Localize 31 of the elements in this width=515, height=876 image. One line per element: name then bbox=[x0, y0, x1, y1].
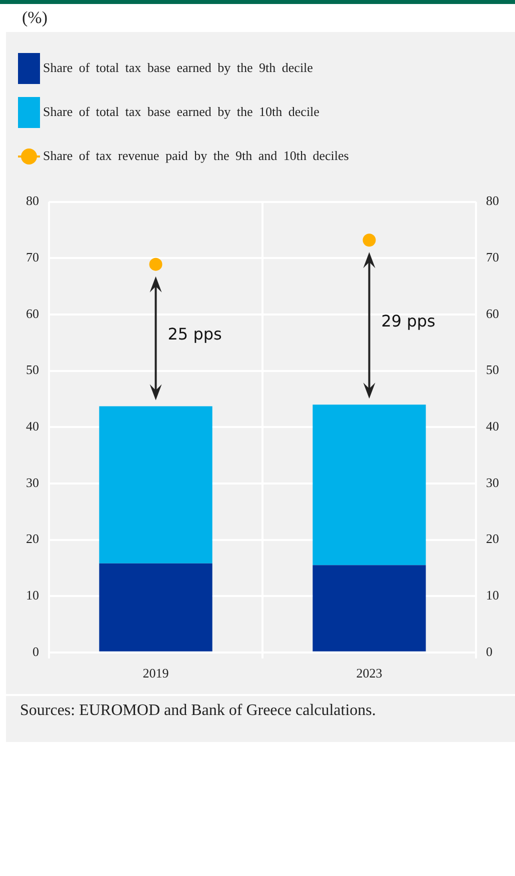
annotation: 29 pps bbox=[381, 311, 436, 330]
y2-tick-label: 40 bbox=[486, 418, 499, 434]
y2-tick-label: 20 bbox=[486, 531, 499, 546]
y-tick-label: 50 bbox=[26, 362, 39, 378]
legend-label: Share of total tax base earned by the 10th decile bbox=[43, 104, 320, 120]
y2-tick-label: 30 bbox=[486, 474, 499, 490]
y-tick-label: 30 bbox=[26, 474, 39, 490]
y2-tick-label: 50 bbox=[486, 362, 499, 378]
y-tick-label: 20 bbox=[26, 531, 39, 546]
legend-label: Share of tax revenue paid by the 9th and 10th deciles bbox=[43, 148, 349, 164]
y2-tick-label: 0 bbox=[486, 644, 492, 659]
text: (%) bbox=[21, 7, 48, 29]
y-tick-label: 80 bbox=[26, 193, 39, 208]
y-tick-label: 70 bbox=[26, 250, 39, 265]
y-tick-label: 60 bbox=[26, 306, 39, 321]
bar bbox=[312, 404, 426, 566]
bar bbox=[99, 563, 212, 652]
bar bbox=[312, 565, 426, 652]
bar bbox=[99, 406, 212, 564]
x-tick-label: 2023 bbox=[356, 666, 382, 681]
y-tick-label: 10 bbox=[26, 587, 39, 602]
legend-label: Share of total tax base earned by the 9th decile bbox=[43, 60, 313, 76]
annotation: 25 pps bbox=[168, 324, 222, 344]
y2-tick-label: 80 bbox=[486, 193, 499, 208]
source-note: Sources: EUROMOD and Bank of Greece calculations. bbox=[6, 694, 515, 742]
y2-tick-label: 60 bbox=[486, 306, 499, 321]
x-tick-label: 2019 bbox=[142, 666, 169, 681]
y-tick-label: 40 bbox=[26, 418, 39, 434]
y-tick-label: 0 bbox=[32, 644, 39, 659]
y2-tick-label: 70 bbox=[486, 250, 499, 265]
y2-tick-label: 10 bbox=[486, 587, 499, 602]
